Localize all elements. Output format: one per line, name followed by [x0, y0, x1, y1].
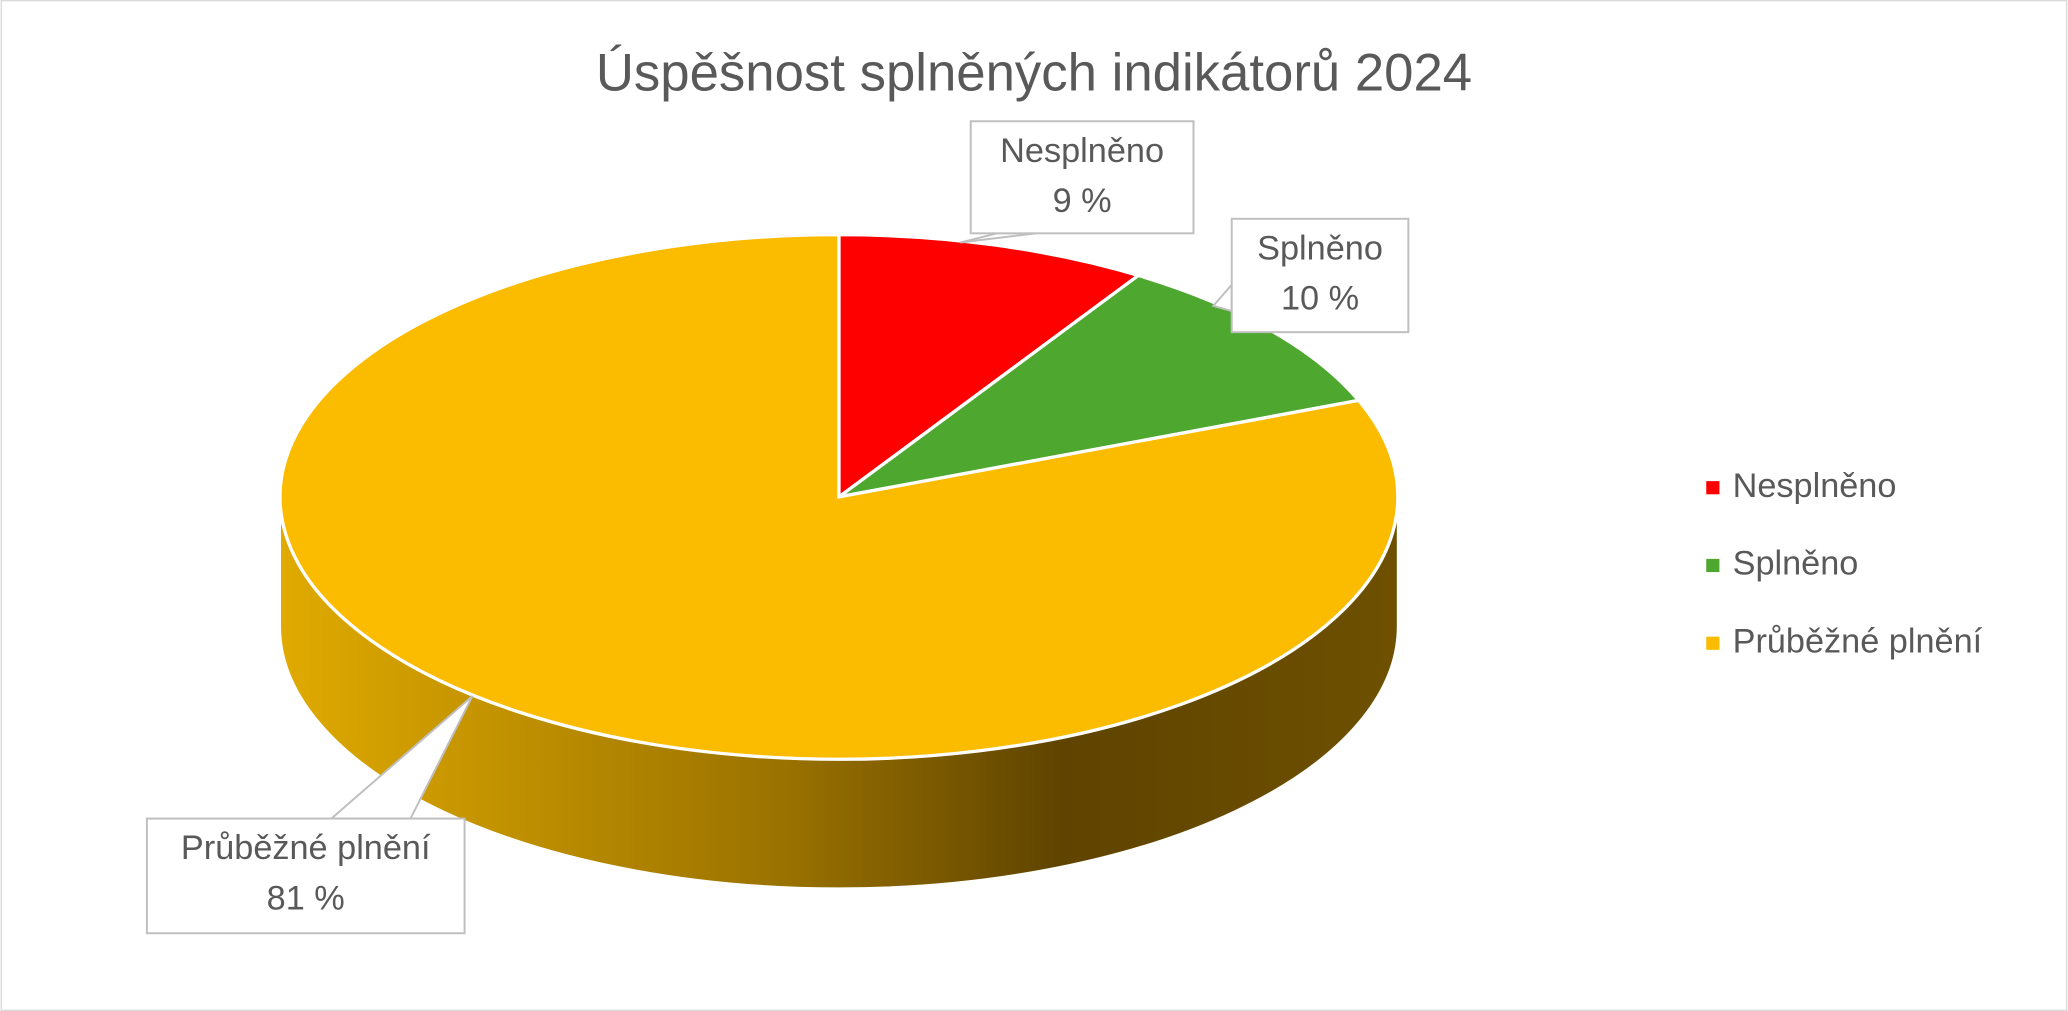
data-callout: Průběžné plnění 81 % — [145, 695, 474, 935]
callout-box — [1230, 217, 1410, 334]
data-callout: Nesplněno 9 % — [959, 120, 1195, 244]
callout-category: Průběžné plnění — [181, 829, 431, 867]
data-callout: Splněno 10 % — [1211, 217, 1410, 334]
callout-value: 10 % — [1281, 280, 1359, 318]
legend-marker — [1706, 558, 1720, 573]
legend-label: Nesplněno — [1733, 467, 1897, 505]
pie-slice — [278, 232, 1400, 761]
callout-category: Splněno — [1257, 229, 1383, 267]
callout-category: Nesplněno — [1000, 132, 1164, 170]
chart-title: Úspěšnost splněných indikátorů 2024 — [596, 43, 1472, 102]
callout-value: 81 % — [267, 879, 345, 917]
legend-label: Průběžné plnění — [1733, 622, 1983, 660]
legend-marker — [1706, 481, 1720, 495]
pie-slice — [837, 232, 1143, 501]
legend-label: Splněno — [1733, 545, 1859, 583]
legend-marker — [1706, 636, 1720, 650]
callout-value: 9 % — [1053, 182, 1112, 220]
callout-box — [145, 817, 466, 935]
callout-box — [969, 120, 1195, 235]
